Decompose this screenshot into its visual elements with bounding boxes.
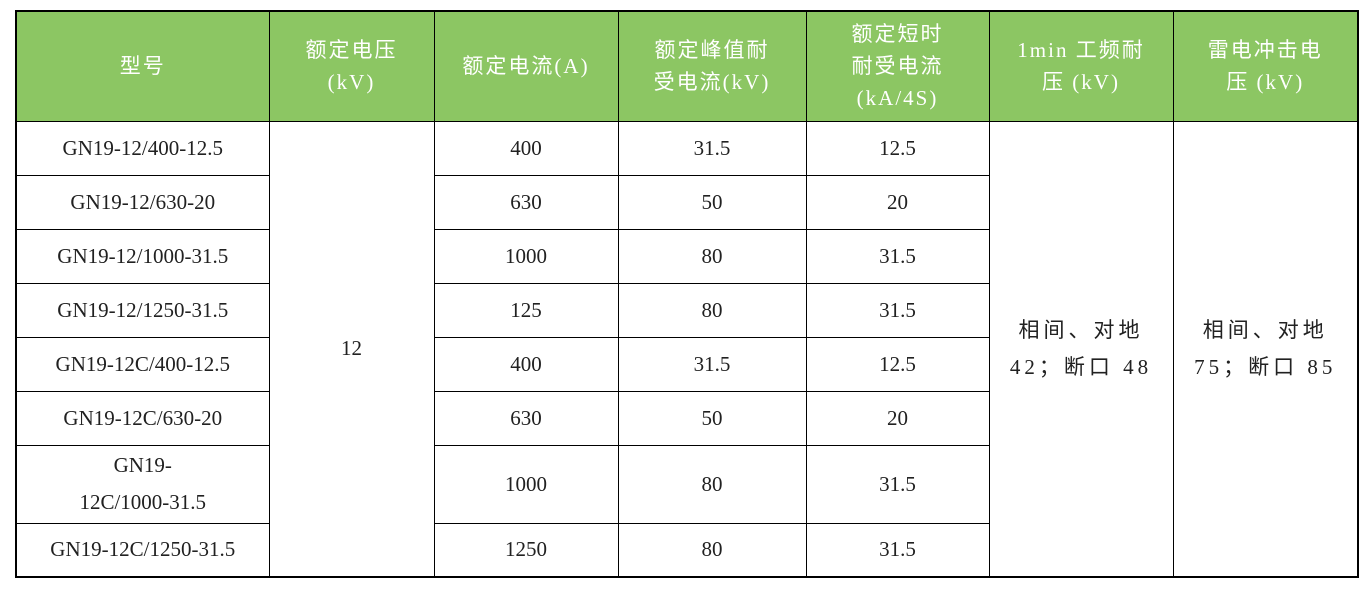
cell-rated-current: 125 bbox=[433, 282, 619, 338]
table-row: GN19-12C/1250-31.5 1250 80 31.5 bbox=[15, 522, 1358, 578]
cell-model: GN19-12/1250-31.5 bbox=[15, 282, 270, 338]
cell-model: GN19-12/1000-31.5 bbox=[15, 228, 270, 284]
spec-table: 型号 额定电压 (kV) 额定电流(A) 额定峰值耐 受电流(kV) 额定短时 … bbox=[15, 10, 1359, 578]
cell-peak-withstand: 50 bbox=[617, 174, 807, 230]
cell-short-time-withstand: 12.5 bbox=[805, 336, 990, 392]
cell-power-frequency-merged: 相间、对地 42；断口 48 bbox=[988, 120, 1174, 578]
header-rated-voltage: 额定电压 (kV) bbox=[268, 10, 435, 122]
cell-short-time-withstand: 20 bbox=[805, 174, 990, 230]
cell-short-time-withstand: 31.5 bbox=[805, 282, 990, 338]
cell-short-time-withstand: 12.5 bbox=[805, 120, 990, 176]
cell-rated-current: 400 bbox=[433, 336, 619, 392]
table-row: GN19-12/1000-31.5 1000 80 31.5 bbox=[15, 228, 1358, 284]
cell-peak-withstand: 31.5 bbox=[617, 120, 807, 176]
cell-rated-current: 1250 bbox=[433, 522, 619, 578]
cell-peak-withstand: 80 bbox=[617, 228, 807, 284]
cell-short-time-withstand: 20 bbox=[805, 390, 990, 446]
table-row: GN19-12C/630-20 630 50 20 bbox=[15, 390, 1358, 446]
cell-peak-withstand: 80 bbox=[617, 444, 807, 524]
cell-rated-current: 630 bbox=[433, 390, 619, 446]
header-short-time-withstand-current: 额定短时 耐受电流 (kA/4S) bbox=[805, 10, 990, 122]
cell-rated-current: 1000 bbox=[433, 228, 619, 284]
table-row: GN19- 12C/1000-31.5 1000 80 31.5 bbox=[15, 444, 1358, 524]
cell-model: GN19-12C/1250-31.5 bbox=[15, 522, 270, 578]
cell-model: GN19-12C/400-12.5 bbox=[15, 336, 270, 392]
cell-short-time-withstand: 31.5 bbox=[805, 228, 990, 284]
table-row: GN19-12C/400-12.5 400 31.5 12.5 bbox=[15, 336, 1358, 392]
table-row: GN19-12/400-12.5 12 400 31.5 12.5 相间、对地 … bbox=[15, 120, 1359, 578]
cell-model: GN19-12C/630-20 bbox=[15, 390, 270, 446]
cell-model: GN19- 12C/1000-31.5 bbox=[15, 444, 270, 524]
cell-peak-withstand: 50 bbox=[617, 390, 807, 446]
header-rated-current: 额定电流(A) bbox=[433, 10, 619, 122]
cell-peak-withstand: 80 bbox=[617, 522, 807, 578]
cell-short-time-withstand: 31.5 bbox=[805, 522, 990, 578]
table-row: GN19-12/630-20 630 50 20 bbox=[15, 174, 1358, 230]
header-peak-withstand-current: 额定峰值耐 受电流(kV) bbox=[617, 10, 807, 122]
header-power-frequency-withstand: 1min 工频耐 压 (kV) bbox=[988, 10, 1174, 122]
cell-rated-current: 630 bbox=[433, 174, 619, 230]
cell-peak-withstand: 31.5 bbox=[617, 336, 807, 392]
cell-rated-voltage-merged: 12 bbox=[268, 120, 435, 578]
header-model: 型号 bbox=[15, 10, 270, 122]
header-lightning-impulse-voltage: 雷电冲击电 压 (kV) bbox=[1172, 10, 1359, 122]
cell-rated-current: 400 bbox=[433, 120, 619, 176]
cell-peak-withstand: 80 bbox=[617, 282, 807, 338]
cell-short-time-withstand: 31.5 bbox=[805, 444, 990, 524]
header-row: 型号 额定电压 (kV) 额定电流(A) 额定峰值耐 受电流(kV) 额定短时 … bbox=[15, 10, 1359, 122]
cell-rated-current: 1000 bbox=[433, 444, 619, 524]
cell-model: GN19-12/400-12.5 bbox=[15, 120, 270, 176]
cell-lightning-impulse-merged: 相间、对地 75；断口 85 bbox=[1172, 120, 1359, 578]
cell-model: GN19-12/630-20 bbox=[15, 174, 270, 230]
